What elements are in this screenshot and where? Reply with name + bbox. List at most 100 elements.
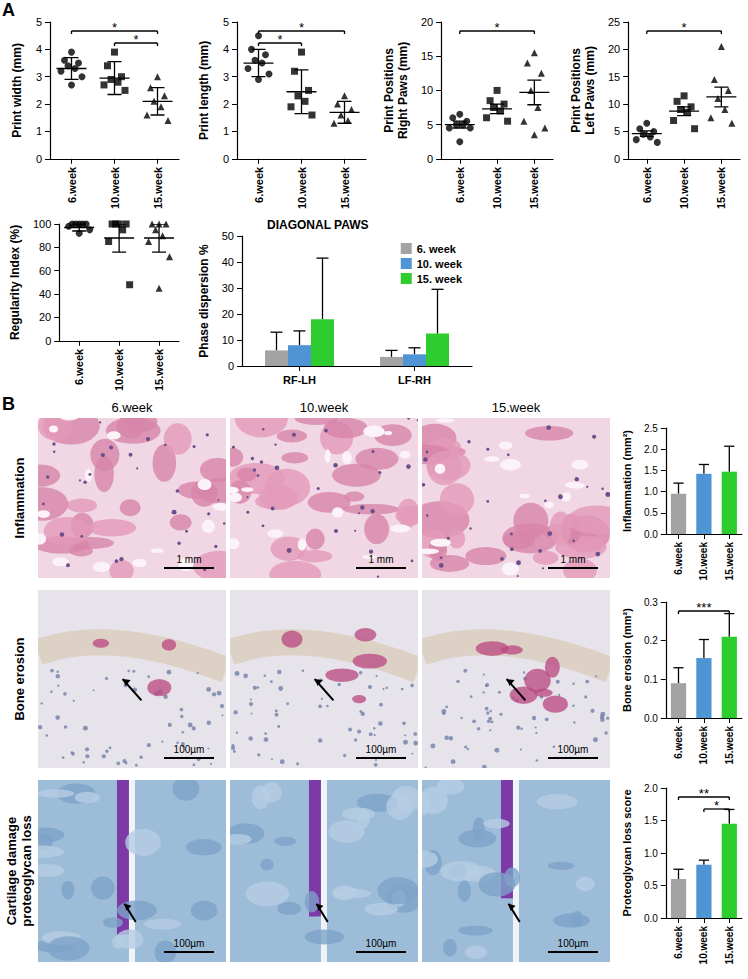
svg-text:DIAGONAL PAWS: DIAGONAL PAWS (267, 218, 369, 232)
svg-text:Print Positions: Print Positions (569, 48, 583, 133)
svg-text:1 mm: 1 mm (369, 554, 394, 565)
svg-text:1 mm: 1 mm (177, 554, 202, 565)
svg-text:2.0: 2.0 (644, 444, 658, 455)
svg-text:100µm: 100µm (558, 938, 589, 949)
svg-text:50: 50 (222, 230, 234, 242)
svg-text:*: * (277, 32, 282, 47)
svg-text:2.0: 2.0 (644, 783, 658, 794)
svg-text:*: * (714, 798, 719, 813)
svg-text:6. week: 6. week (417, 243, 457, 255)
svg-text:0: 0 (45, 335, 51, 347)
svg-text:100µm: 100µm (174, 938, 205, 949)
svg-text:5: 5 (223, 16, 229, 28)
svg-text:10.week: 10.week (698, 542, 709, 581)
svg-text:LF-RH: LF-RH (398, 374, 431, 386)
svg-text:10.week: 10.week (698, 926, 709, 965)
svg-text:15: 15 (608, 71, 620, 83)
svg-text:0.1: 0.1 (644, 674, 658, 685)
svg-text:0.2: 0.2 (644, 635, 658, 646)
svg-text:60: 60 (39, 265, 51, 277)
svg-text:1: 1 (36, 125, 42, 137)
svg-text:15: 15 (421, 50, 433, 62)
svg-text:20: 20 (39, 311, 51, 323)
svg-text:3: 3 (223, 71, 229, 83)
svg-text:20: 20 (421, 16, 433, 28)
svg-text:RF-LH: RF-LH (283, 374, 316, 386)
svg-text:10.week: 10.week (113, 348, 125, 391)
svg-text:1.5: 1.5 (644, 465, 658, 476)
svg-text:2.5: 2.5 (644, 423, 658, 434)
svg-text:25: 25 (608, 16, 620, 28)
svg-text:10: 10 (222, 334, 234, 346)
svg-text:10.week: 10.week (296, 166, 308, 209)
svg-text:1.0: 1.0 (644, 848, 658, 859)
svg-text:0.0: 0.0 (644, 529, 658, 540)
svg-text:10: 10 (608, 98, 620, 110)
svg-text:Bone erosion (mm²): Bone erosion (mm²) (621, 608, 633, 712)
svg-text:Right Paws (mm): Right Paws (mm) (396, 42, 410, 139)
svg-text:15.week: 15.week (724, 726, 735, 765)
svg-text:100µm: 100µm (366, 938, 397, 949)
svg-text:6.week: 6.week (253, 166, 265, 203)
svg-text:10: 10 (421, 84, 433, 96)
svg-text:10.week: 10.week (109, 166, 121, 209)
svg-text:0: 0 (228, 360, 234, 372)
svg-text:10.week: 10.week (678, 166, 690, 209)
svg-text:1.5: 1.5 (644, 815, 658, 826)
svg-text:15.week: 15.week (724, 926, 735, 965)
svg-text:100: 100 (33, 218, 51, 230)
svg-text:4: 4 (36, 43, 42, 55)
svg-text:10. week: 10. week (417, 258, 463, 270)
svg-text:100µm: 100µm (174, 744, 205, 755)
svg-text:*: * (133, 32, 138, 47)
svg-text:6.week: 6.week (641, 166, 653, 203)
svg-text:6.week: 6.week (454, 166, 466, 203)
svg-text:0: 0 (427, 153, 433, 165)
svg-text:40: 40 (222, 256, 234, 268)
svg-text:1: 1 (223, 125, 229, 137)
svg-text:15.week: 15.week (339, 166, 351, 209)
svg-text:2: 2 (36, 98, 42, 110)
svg-text:Print length (mm): Print length (mm) (197, 41, 211, 140)
svg-text:15.week: 15.week (153, 348, 165, 391)
svg-text:Print width (mm): Print width (mm) (10, 43, 24, 138)
svg-text:20: 20 (608, 43, 620, 55)
svg-text:Left Paws (mm): Left Paws (mm) (583, 46, 597, 135)
svg-text:15.week: 15.week (724, 542, 735, 581)
svg-text:0: 0 (223, 153, 229, 165)
svg-text:3: 3 (36, 71, 42, 83)
svg-text:15.week: 15.week (152, 166, 164, 209)
svg-text:Print Positions: Print Positions (382, 48, 396, 133)
svg-text:Phase dispersion %: Phase dispersion % (197, 244, 211, 358)
svg-text:0.0: 0.0 (644, 913, 658, 924)
svg-text:5: 5 (614, 125, 620, 137)
svg-text:4: 4 (223, 43, 229, 55)
svg-text:100µm: 100µm (366, 744, 397, 755)
svg-text:2: 2 (223, 98, 229, 110)
svg-text:Proteoglycan loss score: Proteoglycan loss score (621, 789, 633, 916)
svg-text:6.week: 6.week (673, 926, 684, 959)
svg-text:1 mm: 1 mm (561, 554, 586, 565)
svg-text:100µm: 100µm (558, 744, 589, 755)
svg-text:6.week: 6.week (73, 348, 85, 385)
svg-text:10.week: 10.week (698, 726, 709, 765)
svg-text:*: * (299, 20, 304, 35)
svg-text:15. week: 15. week (417, 273, 463, 285)
svg-text:0.5: 0.5 (644, 507, 658, 518)
svg-text:*: * (112, 20, 117, 35)
svg-text:6.week: 6.week (673, 542, 684, 575)
svg-text:6.week: 6.week (673, 726, 684, 759)
svg-text:15.week: 15.week (715, 166, 727, 209)
svg-text:0: 0 (36, 153, 42, 165)
svg-text:0: 0 (614, 153, 620, 165)
svg-text:*: * (682, 20, 687, 35)
svg-text:1.0: 1.0 (644, 486, 658, 497)
svg-text:**: ** (699, 786, 709, 801)
svg-text:0.0: 0.0 (644, 713, 658, 724)
svg-text:5: 5 (36, 16, 42, 28)
svg-text:Inflammation (mm²): Inflammation (mm²) (621, 430, 633, 532)
svg-text:0.5: 0.5 (644, 880, 658, 891)
svg-text:20: 20 (222, 308, 234, 320)
svg-text:*: * (495, 20, 500, 35)
svg-text:0.3: 0.3 (644, 597, 658, 608)
